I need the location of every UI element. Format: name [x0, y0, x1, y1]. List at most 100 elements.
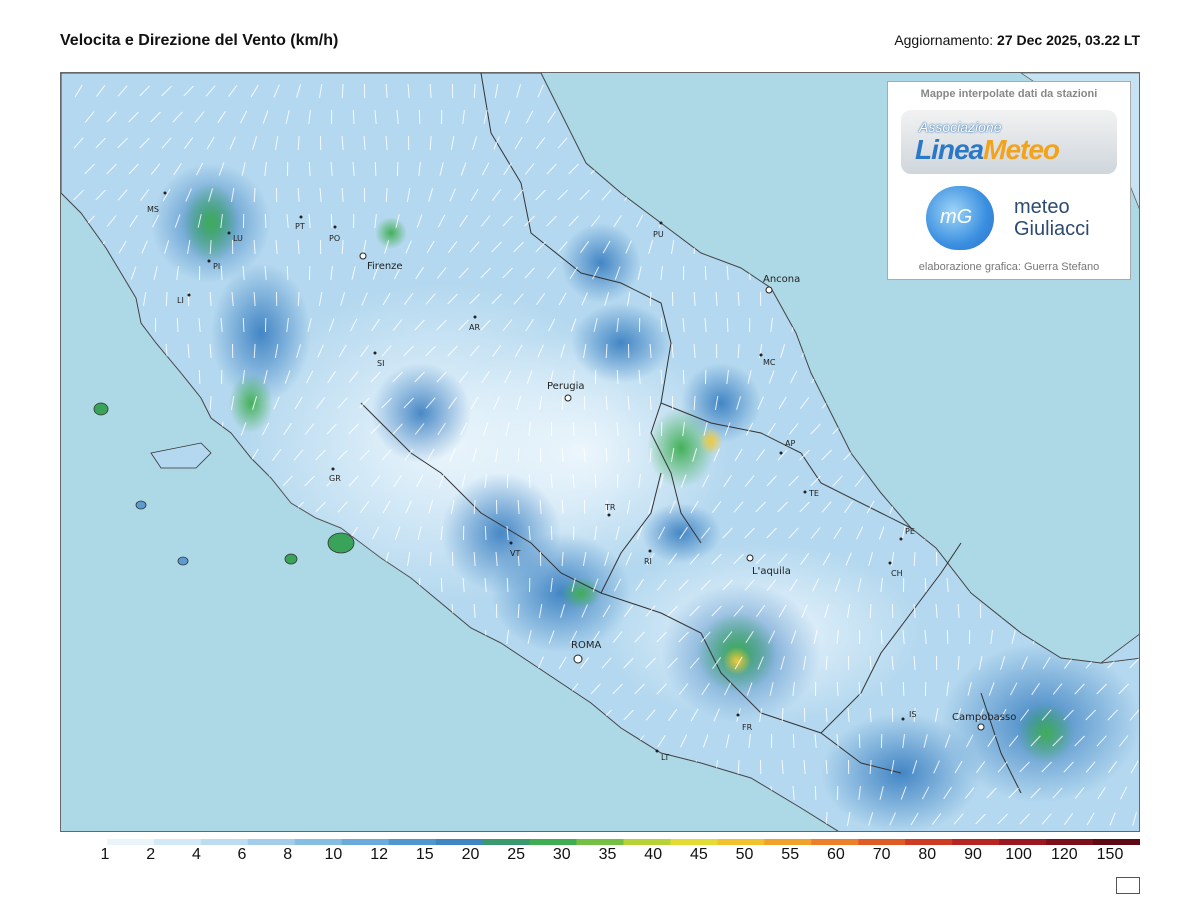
wind-barb	[1067, 344, 1071, 358]
wind-barb	[491, 761, 502, 773]
wind-barb	[946, 577, 949, 593]
wind-barb	[812, 578, 820, 592]
wind-barb	[1064, 813, 1074, 825]
wind-barb	[462, 629, 465, 645]
wind-barb	[249, 553, 260, 565]
wind-barb	[667, 657, 678, 669]
wind-barb	[128, 111, 139, 123]
wind-barb	[84, 683, 95, 695]
wind-barb	[580, 813, 590, 825]
wind-barb	[414, 319, 425, 331]
wind-barb	[1111, 292, 1115, 306]
wind-barb	[493, 708, 500, 722]
wind-barb	[843, 397, 854, 409]
wind-barb	[238, 579, 249, 591]
wind-barb	[590, 215, 601, 227]
wind-barb	[547, 110, 556, 124]
wind-barb	[546, 267, 557, 279]
wind-barb	[634, 111, 645, 123]
wind-barb	[206, 500, 215, 514]
wind-barb	[1097, 578, 1106, 592]
wind-barb	[977, 708, 984, 722]
wind-barb	[660, 317, 663, 333]
wind-barb	[228, 657, 238, 669]
wind-barb	[722, 527, 733, 539]
wind-barb	[129, 578, 138, 592]
lineameteo-linea: Linea	[915, 134, 984, 165]
wind-barb	[1067, 447, 1070, 463]
wind-barb	[450, 708, 455, 722]
wind-barb	[701, 682, 710, 696]
wind-barb	[513, 761, 524, 773]
wind-barb	[196, 474, 203, 488]
wind-barb	[513, 241, 524, 253]
wind-barb	[262, 110, 269, 124]
wind-barb	[99, 447, 102, 463]
wind-barb	[557, 813, 568, 825]
wind-barb	[418, 681, 421, 697]
place-tr: TR	[604, 503, 616, 512]
colorbar-label: 15	[415, 846, 434, 863]
wind-barb	[613, 786, 622, 800]
wind-barb	[1030, 735, 1041, 747]
wind-barb	[264, 785, 267, 801]
wind-barb	[216, 527, 227, 539]
wind-barb	[516, 656, 522, 670]
wind-barb	[164, 812, 170, 826]
wind-barb	[964, 319, 975, 331]
wind-barb	[513, 189, 524, 201]
wind-barb	[1052, 735, 1063, 747]
wind-barb	[77, 395, 80, 411]
wind-barb	[349, 318, 358, 332]
wind-barb	[649, 291, 652, 307]
wind-barb	[516, 396, 522, 410]
wind-barb	[448, 397, 458, 409]
wind-barb	[535, 137, 546, 149]
wind-barb	[495, 448, 499, 462]
wind-barb	[800, 553, 810, 565]
wind-barb	[1031, 682, 1040, 696]
wind-barb	[898, 319, 909, 331]
wind-barb	[352, 161, 355, 177]
wind-barb	[385, 707, 388, 723]
meteogiuliacci-logo: mG	[926, 186, 994, 250]
wind-barb	[891, 552, 895, 566]
wind-barb	[1089, 499, 1092, 515]
wind-barb	[1052, 787, 1063, 799]
wind-barb	[98, 552, 103, 566]
wind-barb	[429, 135, 432, 151]
wind-barb	[1130, 552, 1139, 566]
wind-barb	[923, 734, 928, 748]
wind-barb	[174, 214, 181, 228]
wind-barb	[825, 759, 828, 775]
wind-barb	[294, 604, 303, 618]
wind-barb	[449, 760, 456, 774]
wind-barb	[469, 813, 480, 825]
wind-barb	[679, 526, 688, 540]
wind-barb	[792, 161, 795, 177]
wind-barb	[469, 293, 480, 305]
wind-barb	[1045, 499, 1048, 515]
wind-barb	[879, 786, 884, 800]
wind-barb	[143, 395, 146, 411]
wind-barb	[480, 267, 491, 279]
wind-barb	[616, 317, 619, 333]
wind-barb	[1012, 473, 1015, 489]
wind-barb	[403, 397, 414, 409]
wind-barb	[328, 318, 335, 332]
wind-barb	[348, 475, 359, 487]
wind-barb	[670, 448, 675, 462]
wind-barb	[209, 811, 212, 827]
wind-barb	[1056, 473, 1059, 489]
wind-barb	[814, 265, 817, 281]
wind-barb	[814, 161, 817, 177]
wind-barb	[319, 656, 323, 670]
wind-barb	[194, 579, 205, 591]
wind-barb	[85, 266, 94, 280]
wind-barb	[381, 345, 392, 357]
wind-barb	[317, 344, 324, 358]
wind-barb	[208, 188, 214, 202]
wind-barb	[217, 110, 226, 124]
wind-barb	[733, 553, 744, 565]
wind-barb	[382, 292, 391, 306]
